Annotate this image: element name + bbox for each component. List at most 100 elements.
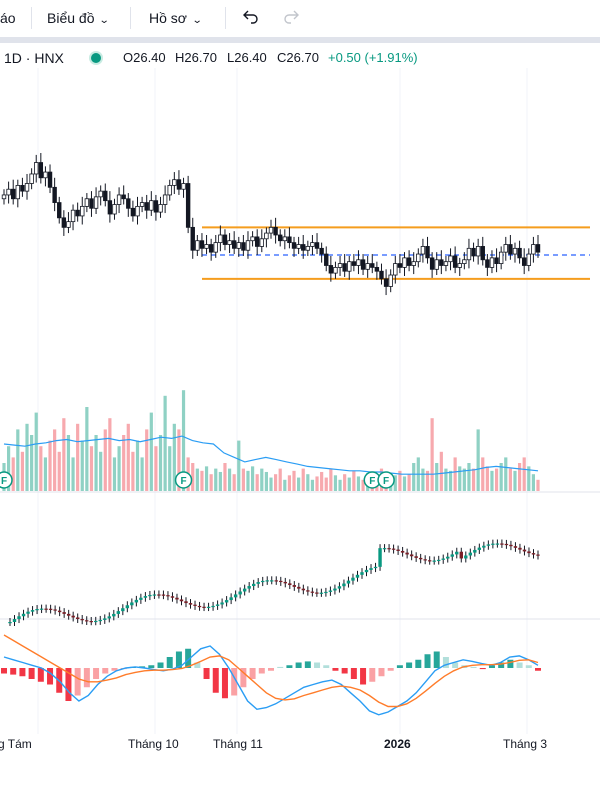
- volume-bar: [145, 429, 149, 491]
- osc-bar-up: [21, 613, 26, 617]
- candle-down: [11, 188, 16, 200]
- candle-down: [406, 257, 412, 266]
- candle-up: [475, 246, 481, 257]
- osc-bar-up: [342, 583, 346, 587]
- macd-histogram-bar: [19, 668, 26, 677]
- osc-bar-up: [382, 548, 387, 550]
- candle-down: [61, 217, 67, 228]
- volume-bar: [343, 474, 347, 491]
- volume-bar: [347, 477, 351, 491]
- chevron-down-icon: ⌄: [99, 15, 111, 26]
- legend-change: +0.50 (+1.91%): [328, 50, 418, 65]
- candle-up: [259, 238, 264, 247]
- volume-bar: [85, 407, 89, 491]
- osc-bar-up: [346, 580, 351, 584]
- osc-bar-up: [477, 547, 482, 550]
- volume-bar: [191, 463, 195, 491]
- volume-bar: [99, 451, 103, 491]
- osc-bar-down: [66, 613, 71, 616]
- volume-bar: [324, 477, 328, 491]
- osc-bar-down: [279, 580, 283, 583]
- osc-bar-down: [166, 595, 170, 597]
- osc-bar-up: [270, 580, 274, 582]
- candle-down: [471, 247, 476, 257]
- osc-bar-down: [53, 609, 57, 611]
- market-status-dot: [91, 53, 101, 63]
- volume-bar: [494, 468, 499, 491]
- volume-bar: [227, 468, 232, 491]
- price-pane: [1, 153, 590, 296]
- osc-bar-down: [518, 547, 522, 550]
- volume-bar: [306, 474, 310, 491]
- osc-bar-up: [482, 545, 486, 548]
- volume-bar: [402, 476, 407, 491]
- osc-bar-up: [215, 604, 220, 606]
- candle-up: [526, 253, 531, 266]
- profile-menu-button[interactable]: Hồ sơ ⌄: [149, 8, 203, 31]
- osc-bar-down: [310, 591, 315, 593]
- osc-bar-down: [193, 604, 197, 606]
- osc-bar-down: [288, 583, 292, 586]
- candle-down: [38, 162, 44, 179]
- macd-histogram-bar: [470, 666, 477, 668]
- candle-up: [503, 244, 508, 253]
- volume-bar: [11, 457, 15, 491]
- chart-menu-button[interactable]: Biểu đồ ⌄: [47, 8, 111, 31]
- f-marker-label: F: [383, 476, 389, 487]
- volume-bar: [237, 440, 241, 491]
- osc-bar-up: [468, 552, 473, 556]
- toolbar-item-cut[interactable]: áo: [0, 10, 16, 26]
- toolbar-separator: [130, 7, 131, 29]
- redo-arrow-icon: [284, 10, 299, 24]
- osc-bar-up: [116, 611, 121, 614]
- candle-up: [172, 179, 177, 186]
- volume-bar: [76, 423, 80, 491]
- macd-pane: [1, 634, 541, 716]
- candle-down: [374, 266, 380, 272]
- macd-histogram-bar: [415, 659, 422, 668]
- macd-histogram-bar: [378, 668, 385, 677]
- volume-bar: [223, 463, 227, 491]
- osc-bar-up: [491, 543, 495, 545]
- candle-down: [185, 183, 191, 228]
- osc-bar-down: [179, 599, 184, 602]
- osc-bar-down: [459, 551, 463, 559]
- candle-down: [452, 255, 458, 268]
- candle-up: [84, 198, 90, 207]
- macd-histogram-bar: [323, 665, 330, 668]
- osc-bar-up: [351, 577, 355, 581]
- candle-down: [231, 240, 237, 249]
- volume-ma-line: [3, 435, 539, 475]
- candle-down: [379, 270, 384, 280]
- macd-histogram-bar: [28, 668, 35, 679]
- macd-histogram-bar: [212, 668, 219, 693]
- macd-histogram-bar: [10, 668, 17, 675]
- osc-bar-up: [441, 558, 445, 560]
- volume-bar: [250, 466, 255, 491]
- osc-bar-up: [94, 620, 98, 623]
- osc-bar-down: [418, 557, 423, 560]
- macd-histogram-bar: [221, 668, 228, 699]
- osc-bar-up: [39, 608, 44, 610]
- osc-bar-down: [301, 588, 306, 591]
- osc-bar-down: [62, 612, 66, 614]
- top-toolbar: áo Biểu đồ ⌄ Hồ sơ ⌄: [0, 0, 600, 37]
- candle-up: [1, 194, 7, 200]
- volume-bar: [462, 468, 466, 491]
- osc-bar-down: [161, 594, 166, 596]
- osc-bar-up: [30, 610, 35, 612]
- candle-up: [448, 255, 453, 263]
- redo-button[interactable]: [282, 6, 300, 31]
- profile-menu-label: Hồ sơ: [149, 10, 187, 26]
- volume-bar: [527, 466, 531, 491]
- f-marker-circle: [0, 471, 13, 489]
- undo-button[interactable]: [242, 6, 260, 31]
- macd-histogram-bar: [406, 662, 413, 668]
- osc-bar-down: [85, 620, 89, 622]
- interval-exchange-label[interactable]: 1D · HNX: [4, 50, 64, 66]
- toolbar-separator: [31, 7, 32, 29]
- volume-bar: [149, 412, 153, 491]
- volume-bar: [269, 477, 273, 491]
